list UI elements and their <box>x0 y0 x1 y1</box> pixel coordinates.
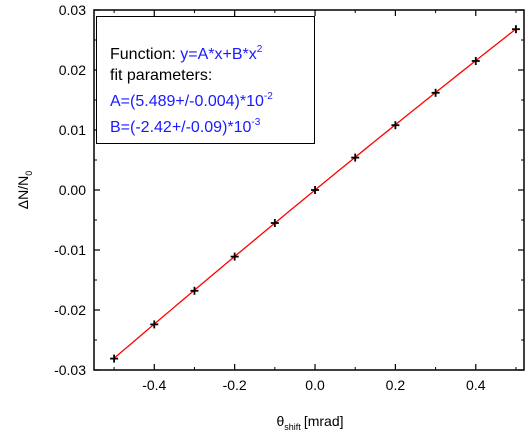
data-point <box>270 219 279 227</box>
y-tick-label: 0.00 <box>59 182 86 198</box>
data-point <box>431 88 440 97</box>
data-point <box>511 25 520 34</box>
y-tick-labels: -0.03 -0.02 -0.01 0.00 0.01 0.02 0.03 <box>54 2 86 378</box>
data-point <box>391 121 400 130</box>
data-point <box>230 252 239 261</box>
legend-function-line: Function: y=A*x+B*x2 <box>110 39 314 65</box>
data-point <box>110 354 119 363</box>
x-tick-label: 0.4 <box>466 377 486 393</box>
y-tick-label: -0.02 <box>54 302 86 318</box>
y-tick-label: 0.01 <box>59 122 86 138</box>
legend-function-label: Function: <box>110 46 181 63</box>
data-point <box>150 320 159 329</box>
data-point <box>351 153 360 162</box>
data-point <box>190 286 199 295</box>
legend-parameter-b: B=(-2.42+/-0.09)*10-3 <box>110 117 261 136</box>
x-tick-label: 0.2 <box>386 377 406 393</box>
data-points <box>110 25 520 363</box>
y-tick-label: 0.03 <box>59 2 86 18</box>
data-point <box>311 186 320 194</box>
legend-parameter-a: A=(5.489+/-0.004)*10-2 <box>110 91 273 110</box>
legend-function-formula: y=A*x+B*x2 <box>180 44 263 63</box>
y-tick-label: -0.03 <box>54 362 86 378</box>
x-tick-label: -0.4 <box>142 377 166 393</box>
x-axis-title: θshift [mrad] <box>277 413 344 432</box>
axes-frame <box>93 9 525 371</box>
x-tick-label: -0.2 <box>223 377 247 393</box>
y-tick-label: 0.02 <box>59 62 86 78</box>
fit-legend-box: Function: y=A*x+B*x2 fit parameters: A=(… <box>96 16 315 144</box>
legend-fit-parameters-label: fit parameters: <box>110 67 213 84</box>
y-tick-label: -0.01 <box>54 242 86 258</box>
y-axis-title: ΔN/N0 <box>15 171 34 209</box>
x-tick-labels: -0.4 -0.2 0.0 0.2 0.4 <box>142 377 485 393</box>
data-point <box>471 57 480 65</box>
x-tick-label: 0.0 <box>305 377 325 393</box>
